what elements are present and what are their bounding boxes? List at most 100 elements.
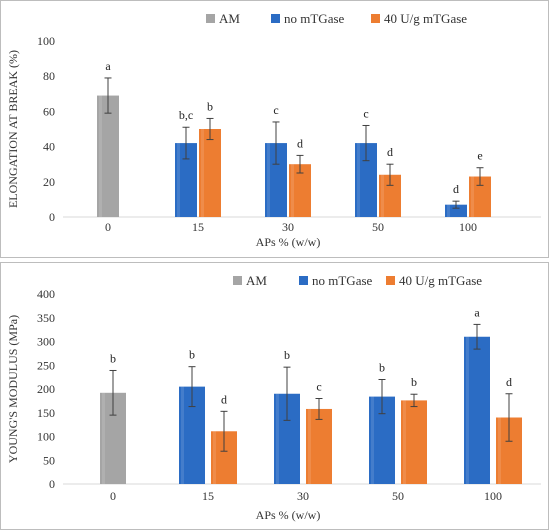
- y-tick-label: 80: [43, 69, 55, 83]
- significance-letter: d: [387, 145, 393, 159]
- bar-group: b: [401, 375, 427, 484]
- y-tick-label: 0: [49, 477, 55, 491]
- legend-swatch: [386, 276, 395, 285]
- bar-group: b: [199, 99, 221, 217]
- y-tick-label: 250: [37, 358, 55, 372]
- bar-group: a: [464, 305, 490, 484]
- legend-item-no-mtgase: no mTGase: [271, 11, 345, 26]
- x-axis-title: APs % (w/w): [256, 508, 321, 522]
- significance-letter: b: [284, 348, 290, 362]
- bar-highlight: [357, 143, 360, 217]
- bar-highlight: [447, 204, 450, 217]
- x-tick-label: 0: [110, 489, 116, 503]
- bar-group: a: [97, 59, 119, 217]
- bar-40-u-g-mtgase-15: [199, 129, 221, 217]
- y-tick-label: 350: [37, 311, 55, 325]
- legend-label: 40 U/g mTGase: [399, 273, 482, 288]
- significance-letter: b: [110, 351, 116, 365]
- bar-highlight: [381, 174, 384, 217]
- legend-item-no-mtgase: no mTGase: [299, 273, 373, 288]
- bar-am-0: [97, 95, 119, 217]
- legend-label: AM: [246, 273, 267, 288]
- x-tick-label: 30: [297, 489, 309, 503]
- significance-letter: d: [453, 182, 459, 196]
- y-tick-label: 100: [37, 430, 55, 444]
- bar-highlight: [177, 143, 180, 217]
- bar-group: b: [274, 348, 300, 484]
- bar-40-u-g-mtgase-50: [379, 174, 401, 217]
- bar-no-mtgase-100: [464, 336, 490, 484]
- x-tick-label: 50: [372, 220, 384, 234]
- youngs-modulus-chart: AM no mTGase 40 U/g mTGase0501001502002503…: [6, 273, 541, 522]
- bar-group: b,c: [175, 108, 197, 217]
- bar-highlight: [102, 392, 105, 484]
- y-tick-label: 400: [37, 287, 55, 301]
- bar-40-u-g-mtgase-30: [289, 164, 311, 217]
- y-tick-label: 40: [43, 140, 55, 154]
- bar-group: c: [265, 103, 287, 217]
- x-tick-label: 15: [202, 489, 214, 503]
- x-axis-title: APs % (w/w): [256, 235, 321, 249]
- elongation-chart: AM no mTGase 40 U/g mTGase 0 20 40 60 80 100 a 0 b,…: [6, 11, 541, 249]
- x-tick-label: 100: [459, 220, 477, 234]
- y-tick-label: 150: [37, 406, 55, 420]
- y-tick-label: 50: [43, 453, 55, 467]
- legend-swatch: [233, 276, 242, 285]
- significance-letter: b: [379, 361, 385, 375]
- bar-no-mtgase-100: [445, 204, 467, 217]
- legend-item-40-u-g-mtgase: 40 U/g mTGase: [371, 11, 467, 26]
- bar-highlight: [403, 400, 406, 484]
- bar-no-mtgase-50: [355, 143, 377, 217]
- y-tick-label: 200: [37, 382, 55, 396]
- significance-letter: c: [316, 380, 321, 394]
- significance-letter: e: [477, 149, 482, 163]
- bar-highlight: [181, 386, 184, 484]
- significance-letter: b: [411, 375, 417, 389]
- bar-highlight: [471, 176, 474, 217]
- bar-highlight: [213, 431, 216, 484]
- bar-group: c: [355, 106, 377, 217]
- bar-group: d: [379, 145, 401, 217]
- x-tick-label: 100: [484, 489, 502, 503]
- bar-group: d: [445, 182, 467, 217]
- bar-40-u-g-mtgase-30: [306, 408, 332, 484]
- elongation-chart-panel: AM no mTGase 40 U/g mTGase 0 20 40 60 80 100 a 0 b,…: [0, 0, 549, 258]
- significance-letter: d: [221, 392, 227, 406]
- bar-group: d: [289, 136, 311, 217]
- y-tick-label: 100: [37, 34, 55, 48]
- bar-group: b: [179, 348, 205, 484]
- y-tick-label: 300: [37, 335, 55, 349]
- bar-highlight: [498, 417, 501, 484]
- legend-item-40-u-g-mtgase: 40 U/g mTGase: [386, 273, 482, 288]
- legend-swatch: [299, 276, 308, 285]
- legend-label: 40 U/g mTGase: [384, 11, 467, 26]
- significance-letter: c: [363, 106, 368, 120]
- bar-highlight: [201, 129, 204, 217]
- legend-label: AM: [219, 11, 240, 26]
- bar-highlight: [466, 336, 469, 484]
- bar-highlight: [371, 396, 374, 484]
- bar-highlight: [291, 164, 294, 217]
- bar-no-mtgase-15: [175, 143, 197, 217]
- legend-swatch: [206, 14, 215, 23]
- bar-highlight: [308, 408, 311, 484]
- bar-highlight: [267, 143, 270, 217]
- x-tick-label: 50: [392, 489, 404, 503]
- bar-40-u-g-mtgase-100: [469, 176, 491, 217]
- y-axis-title: YOUNG'S MODULUS (MPa): [6, 315, 20, 463]
- significance-letter: d: [506, 375, 512, 389]
- significance-letter: a: [105, 59, 111, 73]
- bar-highlight: [99, 95, 102, 217]
- legend-label: no mTGase: [312, 273, 373, 288]
- significance-letter: a: [474, 305, 480, 319]
- legend-item-am: AM: [206, 11, 240, 26]
- x-tick-label: 30: [282, 220, 294, 234]
- x-tick-label: 0: [105, 220, 111, 234]
- bar-group: b: [100, 351, 126, 484]
- significance-letter: b,c: [179, 108, 193, 122]
- bar-40-u-g-mtgase-50: [401, 400, 427, 484]
- bar-no-mtgase-30: [265, 143, 287, 217]
- bar-group: d: [496, 375, 522, 484]
- bar-group: e: [469, 149, 491, 217]
- y-tick-label: 60: [43, 104, 55, 118]
